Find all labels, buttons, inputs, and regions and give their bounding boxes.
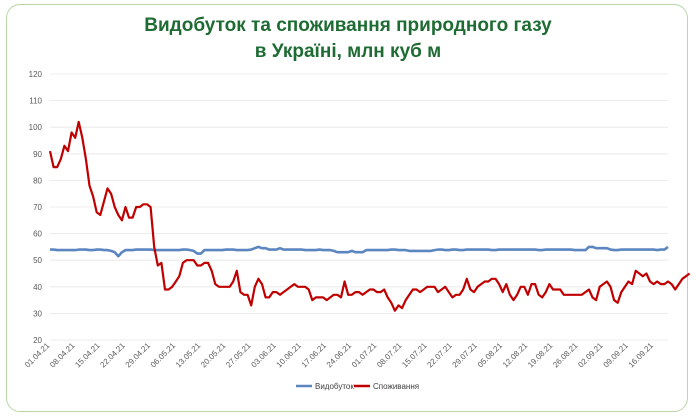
x-axis-ticks: 01.04.2108.04.2115.04.2122.04.2129.04.21… [23,341,655,370]
x-tick-label: 15.07.21 [400,341,429,370]
y-tick-label: 20 [33,336,42,345]
series-line-consumption [48,120,691,312]
y-tick-label: 40 [33,283,42,292]
x-tick-label: 22.04.21 [98,341,127,370]
x-tick-label: 12.08.21 [501,341,530,370]
x-tick-label: 06.05.21 [149,341,178,370]
chart-subtitle: в Україні, млн куб м [254,41,442,62]
x-tick-label: 02.09.21 [576,341,605,370]
legend-label: Споживання [373,382,419,391]
x-tick-label: 16.09.21 [627,341,656,370]
x-tick-label: 24.06.21 [325,341,354,370]
y-axis-ticks: 120 110 100 90 80 70 60 50 40 30 20 [29,70,43,345]
x-tick-label: 22.07.21 [425,341,454,370]
x-tick-label: 10.06.21 [275,341,304,370]
y-tick-label: 120 [29,70,43,79]
y-tick-label: 90 [33,150,42,159]
x-tick-label: 03.06.21 [249,341,278,370]
x-tick-label: 08.04.21 [48,341,77,370]
y-tick-label: 100 [29,123,43,132]
y-tick-label: 70 [33,203,42,212]
x-tick-label: 19.08.21 [526,341,555,370]
x-tick-label: 01.07.21 [350,341,379,370]
x-tick-label: 05.08.21 [476,341,505,370]
legend-label: Видобуток [315,382,354,391]
series-lines [48,120,691,312]
x-tick-label: 20.05.21 [199,341,228,370]
y-tick-label: 50 [33,256,42,265]
x-tick-label: 17.06.21 [300,341,329,370]
x-tick-label: 09.09.21 [602,341,631,370]
y-tick-label: 80 [33,176,42,185]
y-tick-label: 60 [33,230,42,239]
y-tick-label: 30 [33,309,42,318]
x-tick-label: 29.07.21 [451,341,480,370]
x-tick-label: 29.04.21 [124,341,153,370]
y-tick-label: 110 [29,97,42,106]
series-line-production [50,245,669,258]
x-tick-label: 27.05.21 [224,341,253,370]
x-tick-label: 08.07.21 [375,341,404,370]
legend: Видобуток Споживання [296,382,419,391]
gridlines [50,73,668,341]
x-tick-label: 26.08.21 [551,341,580,370]
x-tick-label: 15.04.21 [73,341,102,370]
chart-title: Видобуток та споживання природного газу [144,15,552,36]
chart-frame [6,4,688,412]
x-tick-label: 13.05.21 [174,341,203,370]
